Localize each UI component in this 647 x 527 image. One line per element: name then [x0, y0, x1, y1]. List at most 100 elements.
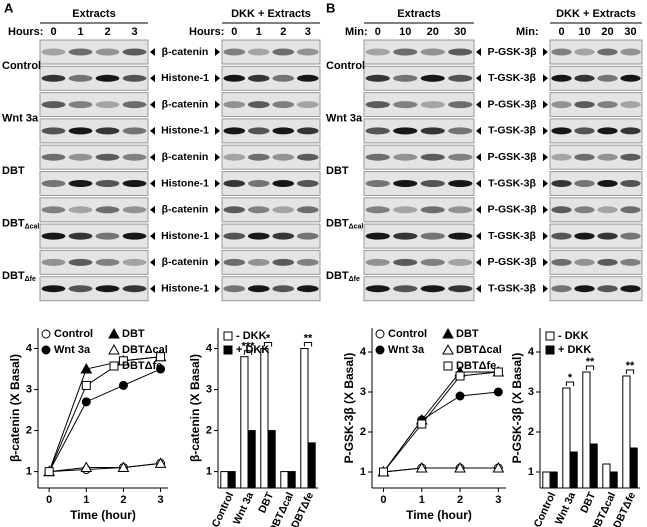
bar — [582, 371, 591, 489]
arrow — [215, 74, 220, 83]
blot-band — [420, 285, 445, 293]
blot-band — [620, 48, 641, 56]
legend-label: - DKK — [558, 330, 589, 342]
lane-label: 2 — [104, 26, 110, 38]
legend-swatch — [223, 331, 233, 341]
x-tick-label: 1 — [83, 494, 89, 506]
y-tick-label: 4 — [360, 346, 367, 358]
blot-band — [597, 48, 618, 56]
blot-band — [296, 48, 319, 56]
blot-band — [551, 206, 572, 214]
column-title: Extracts — [397, 8, 440, 20]
marker — [455, 371, 465, 381]
blot-band — [393, 127, 418, 135]
lane-label: 0 — [231, 26, 237, 38]
blot-band — [574, 127, 595, 135]
blot — [39, 197, 149, 223]
series-line — [383, 467, 499, 473]
blot-band — [95, 206, 120, 214]
blot-band — [597, 285, 618, 293]
band-label: T-GSK-3β — [488, 177, 536, 189]
lane-label: 10 — [578, 26, 590, 38]
blot-band — [223, 232, 246, 240]
blot — [363, 197, 475, 223]
column-title: DKK + Extracts — [231, 8, 311, 20]
lane-axis-label: Hours: — [189, 26, 224, 38]
row-group-label: DBTΔcal — [326, 218, 363, 231]
marker — [493, 367, 503, 377]
marker — [415, 461, 428, 473]
bar — [307, 442, 316, 489]
arrow — [215, 179, 220, 188]
band-label: β-catenin — [162, 151, 209, 163]
blot-band — [393, 101, 418, 109]
legend-label: DBT — [456, 328, 479, 340]
marker — [493, 387, 503, 397]
blot-band — [272, 206, 295, 214]
arrow — [543, 179, 548, 188]
lane-axis-label: Hours: — [8, 26, 43, 38]
blot-band — [420, 101, 445, 109]
blot-band — [420, 206, 445, 214]
arrow — [543, 153, 548, 162]
blot-band — [247, 153, 270, 161]
band-label: Histone-1 — [161, 125, 209, 137]
significance-label: * — [266, 332, 271, 344]
blot-band — [68, 180, 93, 187]
marker — [117, 461, 130, 472]
blot-band — [68, 232, 93, 240]
lane-axis-label: Min: — [345, 26, 368, 38]
blot-band — [393, 48, 418, 56]
blot-band — [223, 285, 246, 293]
blot-band — [41, 127, 66, 135]
blot — [221, 39, 321, 65]
blot-band — [272, 101, 295, 109]
bar — [569, 451, 578, 489]
blot-band — [296, 180, 319, 187]
x-axis-label: Time (hour) — [70, 508, 136, 522]
legend-label: Control — [388, 328, 427, 340]
panel-label: B — [326, 0, 335, 15]
lane-label: 2 — [280, 26, 286, 38]
blot-band — [620, 180, 641, 187]
legend-marker — [375, 329, 385, 339]
blot-band — [296, 101, 319, 109]
blot-band — [223, 153, 246, 161]
blot-band — [448, 285, 473, 293]
marker — [80, 362, 93, 374]
significance-bracket — [303, 342, 313, 347]
arrow — [476, 232, 481, 241]
blot-band — [393, 153, 418, 161]
blot-band — [223, 180, 246, 187]
x-tick-label: 2 — [120, 494, 126, 506]
blot-band — [95, 127, 120, 135]
column-title: DKK + Extracts — [556, 8, 636, 20]
arrow — [150, 48, 155, 56]
blot-band — [597, 206, 618, 214]
bar — [589, 443, 598, 489]
arrow — [543, 205, 548, 214]
blot — [549, 39, 643, 65]
band-label: T-GSK-3β — [488, 125, 536, 137]
blot-band — [41, 180, 66, 187]
row-group-label: Wnt 3a — [2, 112, 39, 124]
bar — [267, 430, 276, 489]
blot-band — [551, 285, 572, 293]
arrow — [150, 258, 155, 267]
blot-band — [296, 232, 319, 240]
arrow — [476, 205, 481, 214]
row-group-sub: Δfe — [25, 276, 36, 283]
blot — [221, 92, 321, 118]
blot-band — [448, 180, 473, 187]
blot-band — [68, 206, 93, 214]
x-tick-label: 1 — [419, 494, 425, 506]
legend-marker — [41, 329, 51, 339]
blot-band — [574, 48, 595, 56]
lane-label: 1 — [256, 26, 262, 38]
marker — [454, 461, 466, 473]
blot-band — [223, 74, 246, 82]
blot-band — [95, 232, 120, 240]
blot-band — [247, 206, 270, 214]
legend-swatch — [545, 345, 555, 355]
